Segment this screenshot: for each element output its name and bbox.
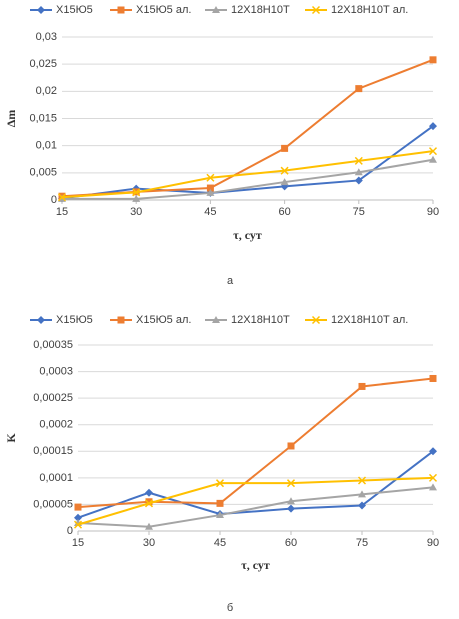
y-tick-label: 0,03 <box>36 31 57 43</box>
marker <box>429 155 437 163</box>
x-tick-label: 60 <box>285 537 297 549</box>
y-tick-label: 0,00015 <box>33 445 73 457</box>
legend-label: 12Х18Н10Т <box>231 4 290 16</box>
marker <box>280 166 289 175</box>
marker <box>287 497 295 505</box>
x-tick-label: 60 <box>278 206 290 218</box>
marker <box>354 168 363 176</box>
marker <box>429 483 437 491</box>
marker <box>73 520 83 529</box>
y-tick-label: 0,01 <box>36 140 57 152</box>
marker <box>216 499 224 507</box>
marker <box>286 479 296 488</box>
legend-label: 12Х18Н10Т ал. <box>331 314 408 326</box>
y-tick-label: 0,015 <box>29 112 57 124</box>
caption: а <box>227 275 234 287</box>
legend-marker <box>311 5 321 15</box>
x-tick-label: 30 <box>130 206 142 218</box>
x-axis-label: τ, сут <box>241 558 270 572</box>
marker <box>216 511 224 519</box>
series-line <box>61 150 434 199</box>
marker <box>358 382 366 390</box>
marker <box>354 176 363 185</box>
marker <box>280 178 289 186</box>
marker <box>358 490 366 498</box>
y-tick-label: 0 <box>51 194 57 206</box>
legend-marker <box>212 316 220 323</box>
y-tick-label: 0,02 <box>36 85 57 97</box>
marker <box>206 173 215 182</box>
marker <box>145 522 153 530</box>
legend-marker <box>37 316 45 324</box>
marker <box>429 122 437 131</box>
y-tick-label: 0,005 <box>29 167 57 179</box>
marker <box>355 85 363 93</box>
series-line <box>61 125 434 200</box>
y-tick-label: 0,00025 <box>33 392 73 404</box>
x-tick-label: 75 <box>353 206 365 218</box>
legend-label: Х15Ю5 ал. <box>136 4 191 16</box>
y-axis-label: K <box>4 433 18 443</box>
series-line <box>62 158 434 200</box>
series-line <box>77 476 434 526</box>
marker <box>132 194 141 202</box>
y-tick-label: 0 <box>67 525 73 537</box>
marker <box>429 374 437 382</box>
marker <box>281 144 289 152</box>
marker <box>287 442 295 450</box>
legend-label: 12Х18Н10Т <box>231 314 290 326</box>
x-tick-label: 45 <box>214 537 226 549</box>
marker <box>206 188 215 196</box>
caption: б <box>227 602 233 614</box>
x-tick-label: 90 <box>427 537 439 549</box>
legend-label: 12Х18Н10Т ал. <box>331 4 408 16</box>
legend-marker <box>311 315 321 325</box>
marker <box>358 501 366 510</box>
marker <box>429 56 437 64</box>
marker <box>206 184 214 192</box>
x-axis-label: τ, сут <box>233 228 262 242</box>
legend-marker <box>37 6 45 14</box>
marker <box>74 503 82 511</box>
x-tick-label: 75 <box>356 537 368 549</box>
legend-label: Х15Ю5 ал. <box>136 314 191 326</box>
marker <box>145 488 153 497</box>
marker <box>428 147 438 156</box>
legend-label: Х15Ю5 <box>56 4 93 16</box>
y-tick-label: 0,00005 <box>33 498 73 510</box>
marker <box>57 193 67 202</box>
series-line <box>77 486 434 528</box>
y-tick-label: 0,00035 <box>33 339 73 351</box>
x-tick-label: 15 <box>72 537 84 549</box>
series-line <box>77 450 434 519</box>
marker <box>354 156 363 165</box>
marker <box>215 479 225 488</box>
y-tick-label: 0,0001 <box>39 472 73 484</box>
marker <box>428 473 438 482</box>
legend-marker <box>117 316 125 324</box>
marker <box>429 447 437 456</box>
series-line <box>61 58 434 198</box>
marker <box>74 513 82 522</box>
legend-marker <box>212 6 220 13</box>
legend-label: Х15Ю5 <box>56 314 93 326</box>
y-axis-label: Δm <box>4 110 18 128</box>
series-line <box>77 377 434 509</box>
marker <box>287 504 295 513</box>
x-tick-label: 45 <box>204 206 216 218</box>
x-tick-label: 90 <box>427 206 439 218</box>
marker <box>132 188 141 197</box>
y-tick-label: 0,0002 <box>39 419 73 431</box>
y-tick-label: 0,025 <box>29 58 57 70</box>
legend-marker <box>117 6 125 14</box>
marker <box>357 476 367 485</box>
y-tick-label: 0,0003 <box>39 365 73 377</box>
marker <box>144 499 154 508</box>
x-tick-label: 30 <box>143 537 155 549</box>
x-tick-label: 15 <box>56 206 68 218</box>
marker <box>145 498 153 506</box>
